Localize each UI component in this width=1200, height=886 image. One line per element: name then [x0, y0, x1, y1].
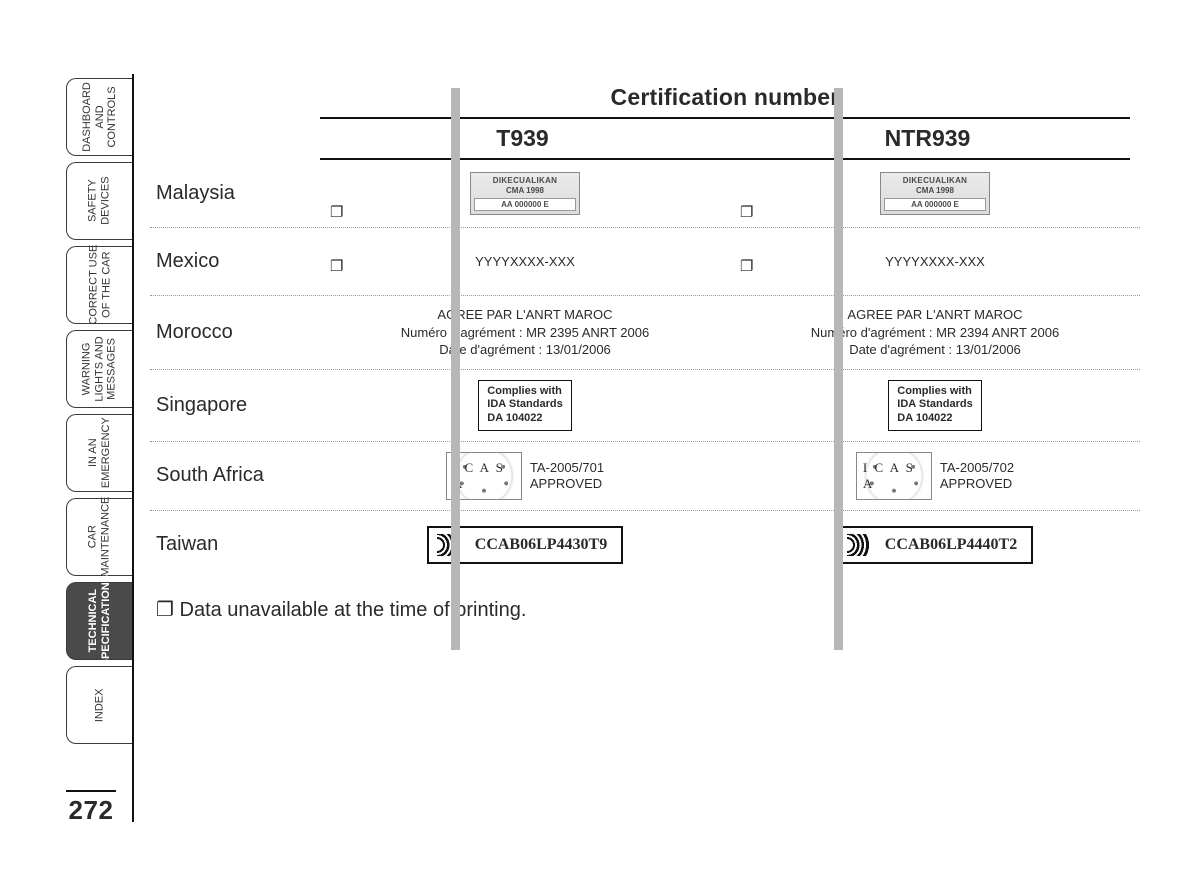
- page-number: 272: [66, 790, 116, 826]
- row-cells: Complies withIDA StandardsDA 104022 Compl…: [320, 380, 1140, 431]
- row-country-label: South Africa: [150, 464, 320, 487]
- sidebar-tab-label: IN ANEMERGENCY: [87, 418, 112, 489]
- table-cell: Complies withIDA StandardsDA 104022: [320, 380, 730, 431]
- sidebar-tab[interactable]: IN ANEMERGENCY: [66, 414, 132, 492]
- row-cells: AGREE PAR L'ANRT MAROCNuméro d'agrément …: [320, 306, 1140, 359]
- sidebar-tab[interactable]: CARMAINTENANCE: [66, 498, 132, 576]
- icasa-code: TA-2005/701APPROVED: [530, 460, 604, 493]
- table-row: Morocco AGREE PAR L'ANRT MAROCNuméro d'ag…: [150, 296, 1140, 370]
- footnote-flag-icon: ❐: [740, 257, 753, 275]
- table-cell: I C A S ATA-2005/702APPROVED: [730, 452, 1140, 500]
- footnote-flag-icon: ❐: [740, 203, 753, 221]
- row-country-label: Morocco: [150, 321, 320, 344]
- main-content: Certification number T939 NTR939 Malaysi…: [150, 80, 1140, 622]
- table-cell: ❐YYYYXXXX-XXX: [320, 254, 730, 269]
- sidebar-tab-label: DASHBOARDANDCONTROLS: [81, 82, 119, 152]
- taiwan-code: CCAB06LP4430T9: [475, 536, 607, 554]
- footnote-marker: ❐: [156, 599, 174, 621]
- footnote-flag-icon: ❐: [330, 257, 343, 275]
- sidebar-tab-label: CORRECT USEOF THE CAR: [87, 245, 112, 325]
- morocco-approval-text: AGREE PAR L'ANRT MAROCNuméro d'agrément …: [401, 306, 649, 359]
- table-body: Malaysia❐DIKECUALIKANCMA 1998AA 000000 E…: [150, 160, 1140, 579]
- ida-badge: Complies withIDA StandardsDA 104022: [888, 380, 981, 431]
- morocco-approval-text: AGREE PAR L'ANRT MAROCNuméro d'agrément …: [811, 306, 1059, 359]
- cert-code-text: YYYYXXXX-XXX: [885, 254, 985, 269]
- row-country-label: Taiwan: [150, 533, 320, 556]
- table-row: South AfricaI C A S ATA-2005/701APPROVED…: [150, 442, 1140, 511]
- cma-badge: DIKECUALIKANCMA 1998AA 000000 E: [880, 172, 990, 215]
- column-divider-left: [451, 88, 460, 650]
- sidebar-tab-label: WARNINGLIGHTS ANDMESSAGES: [81, 336, 119, 401]
- row-country-label: Singapore: [150, 394, 320, 417]
- footnote: ❐ Data unavailable at the time of printi…: [150, 597, 1140, 622]
- table-cell: AGREE PAR L'ANRT MAROCNuméro d'agrément …: [320, 306, 730, 359]
- cma-badge: DIKECUALIKANCMA 1998AA 000000 E: [470, 172, 580, 215]
- table-cell: CCAB06LP4440T2: [730, 526, 1140, 564]
- table-row: Mexico❐YYYYXXXX-XXX❐YYYYXXXX-XXX: [150, 228, 1140, 296]
- row-country-label: Mexico: [150, 250, 320, 273]
- table-row: SingaporeComplies withIDA StandardsDA 10…: [150, 370, 1140, 442]
- icasa-code: TA-2005/702APPROVED: [940, 460, 1014, 493]
- radio-wave-icon: [847, 534, 877, 556]
- row-cells: ❐DIKECUALIKANCMA 1998AA 000000 E❐DIKECUA…: [320, 172, 1140, 215]
- ida-badge: Complies withIDA StandardsDA 104022: [478, 380, 571, 431]
- table-row: Taiwan CCAB06LP4430T9 CCAB06LP4440T2: [150, 511, 1140, 579]
- table-cell: CCAB06LP4430T9: [320, 526, 730, 564]
- row-cells: ❐YYYYXXXX-XXX❐YYYYXXXX-XXX: [320, 254, 1140, 269]
- sidebar-tab[interactable]: SAFETYDEVICES: [66, 162, 132, 240]
- footnote-text: Data unavailable at the time of printing…: [180, 599, 527, 621]
- table-title: Certification number: [320, 80, 1130, 119]
- row-country-label: Malaysia: [150, 182, 320, 205]
- sidebar-tab[interactable]: INDEX: [66, 666, 132, 744]
- table-cell: ❐DIKECUALIKANCMA 1998AA 000000 E: [730, 172, 1140, 215]
- column-divider-right: [834, 88, 843, 650]
- sidebar: DASHBOARDANDCONTROLS SAFETYDEVICES CORRECT…: [66, 78, 132, 744]
- sidebar-tab-label: SAFETYDEVICES: [87, 177, 112, 225]
- icasa-approval: I C A S ATA-2005/701APPROVED: [446, 452, 604, 500]
- icasa-logo-icon: I C A S A: [856, 452, 932, 500]
- sidebar-tab[interactable]: DASHBOARDANDCONTROLS: [66, 78, 132, 156]
- table-cell: I C A S ATA-2005/701APPROVED: [320, 452, 730, 500]
- sidebar-tab-label: TECHNICALSPECIFICATIONS: [87, 575, 112, 666]
- row-cells: CCAB06LP4430T9 CCAB06LP4440T2: [320, 526, 1140, 564]
- sidebar-tab-label: CARMAINTENANCE: [87, 497, 112, 577]
- sidebar-tab-label: INDEX: [93, 688, 106, 722]
- sidebar-tab[interactable]: WARNINGLIGHTS ANDMESSAGES: [66, 330, 132, 408]
- sidebar-tab[interactable]: TECHNICALSPECIFICATIONS: [66, 582, 132, 660]
- row-cells: I C A S ATA-2005/701APPROVEDI C A S ATA-…: [320, 452, 1140, 500]
- sidebar-tab[interactable]: CORRECT USEOF THE CAR: [66, 246, 132, 324]
- icasa-approval: I C A S ATA-2005/702APPROVED: [856, 452, 1014, 500]
- column-header-t939: T939: [320, 119, 725, 158]
- cert-code-text: YYYYXXXX-XXX: [475, 254, 575, 269]
- table-row: Malaysia❐DIKECUALIKANCMA 1998AA 000000 E…: [150, 160, 1140, 228]
- column-header-ntr939: NTR939: [725, 119, 1130, 158]
- taiwan-badge: CCAB06LP4440T2: [837, 526, 1033, 564]
- page-divider-line: [132, 74, 134, 822]
- table-subhead: T939 NTR939: [320, 119, 1130, 160]
- taiwan-code: CCAB06LP4440T2: [885, 536, 1017, 554]
- table-cell: Complies withIDA StandardsDA 104022: [730, 380, 1140, 431]
- footnote-flag-icon: ❐: [330, 203, 343, 221]
- table-cell: AGREE PAR L'ANRT MAROCNuméro d'agrément …: [730, 306, 1140, 359]
- table-cell: ❐YYYYXXXX-XXX: [730, 254, 1140, 269]
- table-cell: ❐DIKECUALIKANCMA 1998AA 000000 E: [320, 172, 730, 215]
